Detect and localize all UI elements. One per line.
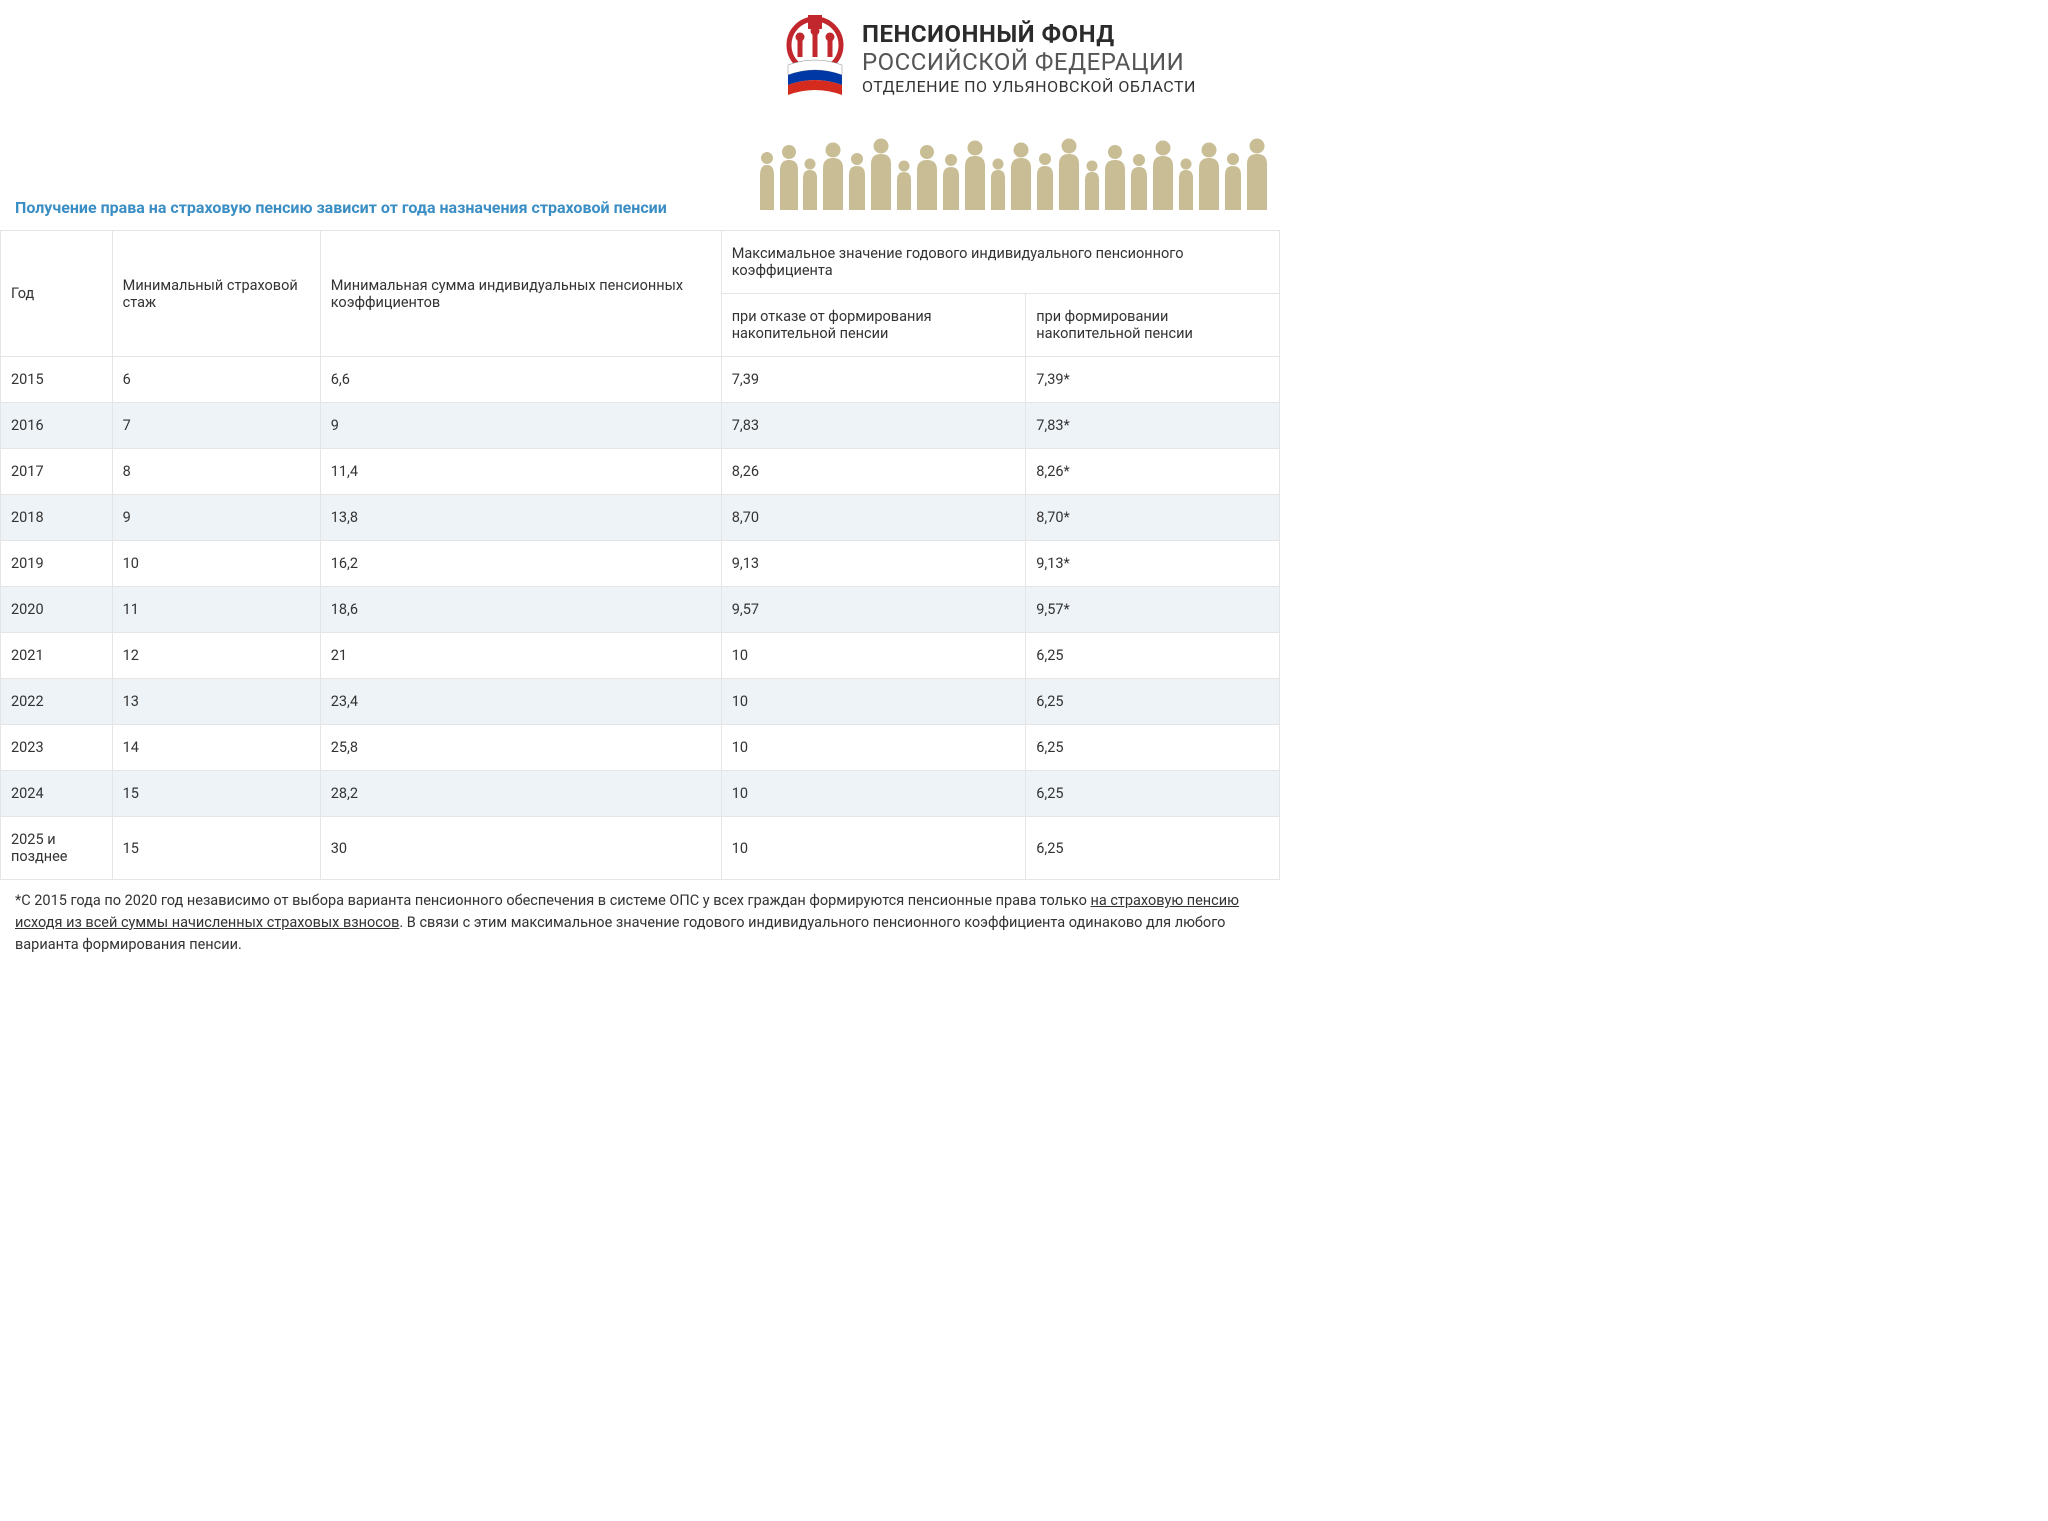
cell-year: 2020 xyxy=(1,587,113,633)
table-row: 2017811,48,268,26* xyxy=(1,449,1280,495)
th-max-refuse: при отказе от формирования накопительной… xyxy=(721,294,1026,357)
org-line2: РОССИЙСКОЙ ФЕДЕРАЦИИ xyxy=(862,49,1196,77)
cell-year: 2022 xyxy=(1,679,113,725)
cell-coef: 13,8 xyxy=(320,495,721,541)
cell-max_refuse: 7,39 xyxy=(721,357,1026,403)
cell-stazh: 15 xyxy=(112,771,320,817)
pension-table-wrap: Год Минимальный страховой стаж Минимальн… xyxy=(0,230,1280,880)
table-row: 20241528,2106,25 xyxy=(1,771,1280,817)
cell-max_refuse: 8,26 xyxy=(721,449,1026,495)
th-stazh: Минимальный страховой стаж xyxy=(112,231,320,357)
th-max-form: при формировании накопительной пенсии xyxy=(1026,294,1280,357)
cell-max_form: 6,25 xyxy=(1026,817,1280,880)
table-body: 201566,67,397,39*2016797,837,83*2017811,… xyxy=(1,357,1280,880)
cell-year: 2018 xyxy=(1,495,113,541)
th-max-header: Максимальное значение годового индивидуа… xyxy=(721,231,1279,294)
cell-stazh: 14 xyxy=(112,725,320,771)
cell-max_form: 9,13* xyxy=(1026,541,1280,587)
table-row: 20231425,8106,25 xyxy=(1,725,1280,771)
cell-stazh: 8 xyxy=(112,449,320,495)
cell-max_refuse: 9,13 xyxy=(721,541,1026,587)
org-line1: ПЕНСИОННЫЙ ФОНД xyxy=(862,21,1196,49)
cell-year: 2024 xyxy=(1,771,113,817)
cell-max_form: 6,25 xyxy=(1026,771,1280,817)
cell-stazh: 10 xyxy=(112,541,320,587)
cell-coef: 6,6 xyxy=(320,357,721,403)
cell-max_form: 6,25 xyxy=(1026,679,1280,725)
cell-year: 2015 xyxy=(1,357,113,403)
cell-stazh: 15 xyxy=(112,817,320,880)
cell-year: 2025 и позднее xyxy=(1,817,113,880)
header: ПЕНСИОННЫЙ ФОНД РОССИЙСКОЙ ФЕДЕРАЦИИ ОТД… xyxy=(0,0,1280,210)
cell-stazh: 9 xyxy=(112,495,320,541)
cell-coef: 28,2 xyxy=(320,771,721,817)
table-row: 20211221106,25 xyxy=(1,633,1280,679)
cell-max_refuse: 10 xyxy=(721,679,1026,725)
cell-coef: 23,4 xyxy=(320,679,721,725)
cell-max_refuse: 10 xyxy=(721,817,1026,880)
cell-coef: 21 xyxy=(320,633,721,679)
table-head: Год Минимальный страховой стаж Минимальн… xyxy=(1,231,1280,357)
cell-coef: 16,2 xyxy=(320,541,721,587)
cell-max_form: 8,70* xyxy=(1026,495,1280,541)
cell-max_refuse: 9,57 xyxy=(721,587,1026,633)
cell-max_refuse: 10 xyxy=(721,771,1026,817)
cell-stazh: 11 xyxy=(112,587,320,633)
cell-year: 2023 xyxy=(1,725,113,771)
people-silhouette-icon xyxy=(755,120,1275,210)
page-title: Получение права на страховую пенсию зави… xyxy=(15,198,667,217)
footnote-prefix: *С 2015 года по 2020 год независимо от в… xyxy=(15,892,1090,909)
cell-max_refuse: 10 xyxy=(721,725,1026,771)
cell-stazh: 7 xyxy=(112,403,320,449)
th-year: Год xyxy=(1,231,113,357)
cell-max_form: 8,26* xyxy=(1026,449,1280,495)
cell-coef: 25,8 xyxy=(320,725,721,771)
cell-stazh: 12 xyxy=(112,633,320,679)
cell-year: 2019 xyxy=(1,541,113,587)
cell-max_form: 9,57* xyxy=(1026,587,1280,633)
table-row: 2016797,837,83* xyxy=(1,403,1280,449)
cell-stazh: 13 xyxy=(112,679,320,725)
cell-coef: 18,6 xyxy=(320,587,721,633)
pension-table: Год Минимальный страховой стаж Минимальн… xyxy=(0,230,1280,880)
table-row: 201566,67,397,39* xyxy=(1,357,1280,403)
cell-coef: 9 xyxy=(320,403,721,449)
cell-max_refuse: 7,83 xyxy=(721,403,1026,449)
pfr-logo-icon xyxy=(780,15,850,105)
cell-coef: 30 xyxy=(320,817,721,880)
cell-year: 2021 xyxy=(1,633,113,679)
org-text: ПЕНСИОННЫЙ ФОНД РОССИЙСКОЙ ФЕДЕРАЦИИ ОТД… xyxy=(862,15,1196,97)
org-line3: ОТДЕЛЕНИЕ ПО УЛЬЯНОВСКОЙ ОБЛАСТИ xyxy=(862,78,1196,96)
cell-year: 2016 xyxy=(1,403,113,449)
cell-stazh: 6 xyxy=(112,357,320,403)
table-row: 20221323,4106,25 xyxy=(1,679,1280,725)
table-row: 2018913,88,708,70* xyxy=(1,495,1280,541)
th-coef: Минимальная сумма индивидуальных пенсион… xyxy=(320,231,721,357)
cell-max_refuse: 10 xyxy=(721,633,1026,679)
page: ПЕНСИОННЫЙ ФОНД РОССИЙСКОЙ ФЕДЕРАЦИИ ОТД… xyxy=(0,0,1280,985)
table-row: 20201118,69,579,57* xyxy=(1,587,1280,633)
cell-max_form: 7,39* xyxy=(1026,357,1280,403)
cell-coef: 11,4 xyxy=(320,449,721,495)
cell-max_form: 6,25 xyxy=(1026,633,1280,679)
cell-max_form: 7,83* xyxy=(1026,403,1280,449)
table-row: 20191016,29,139,13* xyxy=(1,541,1280,587)
cell-max_refuse: 8,70 xyxy=(721,495,1026,541)
footnote: *С 2015 года по 2020 год независимо от в… xyxy=(0,880,1280,985)
cell-max_form: 6,25 xyxy=(1026,725,1280,771)
cell-year: 2017 xyxy=(1,449,113,495)
logo-block: ПЕНСИОННЫЙ ФОНД РОССИЙСКОЙ ФЕДЕРАЦИИ ОТД… xyxy=(780,15,1196,105)
table-row: 2025 и позднее1530106,25 xyxy=(1,817,1280,880)
